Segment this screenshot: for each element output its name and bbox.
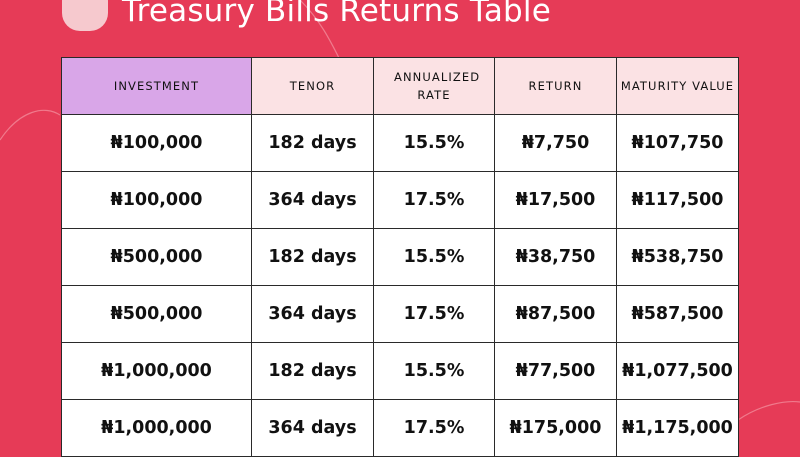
- table-row: ₦500,000 364 days 17.5% ₦87,500 ₦587,500: [61, 285, 739, 343]
- cell-maturity-value: ₦117,500: [616, 171, 739, 229]
- cell-rate: 17.5%: [373, 171, 495, 229]
- cell-maturity-value: ₦1,175,000: [616, 399, 739, 457]
- cell-return: ₦175,000: [494, 399, 617, 457]
- header-annualized-rate: ANNUALIZED RATE: [373, 57, 495, 115]
- cell-return: ₦87,500: [494, 285, 617, 343]
- cell-rate: 15.5%: [373, 114, 495, 172]
- cell-maturity-value: ₦587,500: [616, 285, 739, 343]
- cell-investment: ₦500,000: [61, 228, 252, 286]
- cell-tenor: 182 days: [251, 342, 374, 400]
- cell-maturity-value: ₦107,750: [616, 114, 739, 172]
- cell-tenor: 182 days: [251, 114, 374, 172]
- table-header-row: INVESTMENT TENOR ANNUALIZED RATE RETURN …: [61, 57, 739, 115]
- cell-investment: ₦500,000: [61, 285, 252, 343]
- logo-icon: [62, 0, 108, 31]
- table-row: ₦1,000,000 182 days 15.5% ₦77,500 ₦1,077…: [61, 342, 739, 400]
- table-row: ₦500,000 182 days 15.5% ₦38,750 ₦538,750: [61, 228, 739, 286]
- page-title: Treasury Bills Returns Table: [122, 0, 552, 29]
- cell-tenor: 364 days: [251, 399, 374, 457]
- cell-return: ₦77,500: [494, 342, 617, 400]
- cell-maturity-value: ₦1,077,500: [616, 342, 739, 400]
- cell-investment: ₦1,000,000: [61, 399, 252, 457]
- cell-tenor: 182 days: [251, 228, 374, 286]
- returns-table: INVESTMENT TENOR ANNUALIZED RATE RETURN …: [61, 57, 739, 457]
- table-row: ₦100,000 182 days 15.5% ₦7,750 ₦107,750: [61, 114, 739, 172]
- cell-tenor: 364 days: [251, 171, 374, 229]
- header-return: RETURN: [494, 57, 617, 115]
- cell-return: ₦17,500: [494, 171, 617, 229]
- cell-investment: ₦100,000: [61, 171, 252, 229]
- cell-maturity-value: ₦538,750: [616, 228, 739, 286]
- table-row: ₦100,000 364 days 17.5% ₦17,500 ₦117,500: [61, 171, 739, 229]
- cell-rate: 15.5%: [373, 228, 495, 286]
- cell-rate: 15.5%: [373, 342, 495, 400]
- cell-investment: ₦100,000: [61, 114, 252, 172]
- header-investment: INVESTMENT: [61, 57, 252, 115]
- table-row: ₦1,000,000 364 days 17.5% ₦175,000 ₦1,17…: [61, 399, 739, 457]
- cell-return: ₦38,750: [494, 228, 617, 286]
- cell-rate: 17.5%: [373, 399, 495, 457]
- header-annualized-rate-label: ANNUALIZED RATE: [394, 70, 481, 102]
- header: Treasury Bills Returns Table: [62, 0, 551, 36]
- cell-tenor: 364 days: [251, 285, 374, 343]
- cell-investment: ₦1,000,000: [61, 342, 252, 400]
- cell-rate: 17.5%: [373, 285, 495, 343]
- header-maturity-value: MATURITY VALUE: [616, 57, 739, 115]
- header-tenor: TENOR: [251, 57, 374, 115]
- cell-return: ₦7,750: [494, 114, 617, 172]
